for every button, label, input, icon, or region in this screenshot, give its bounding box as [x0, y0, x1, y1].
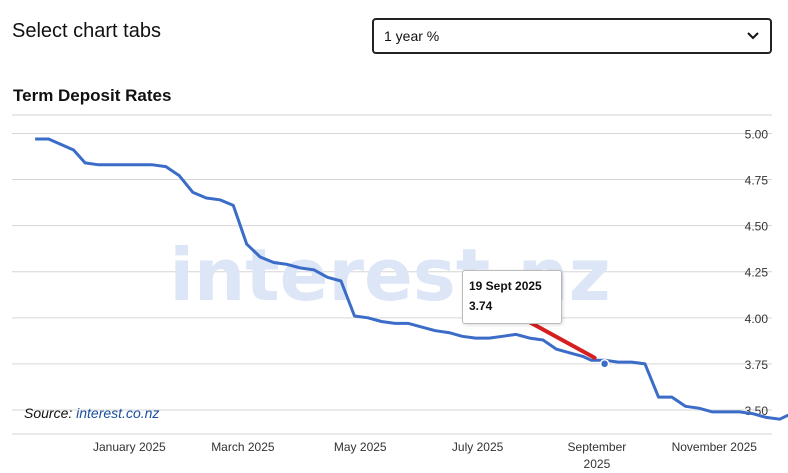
chevron-down-icon: [746, 29, 760, 43]
chart-period-selected-value: 1 year %: [384, 28, 440, 44]
x-tick-label: September 2025: [568, 440, 627, 471]
x-tick-label: November 2025: [672, 440, 758, 454]
y-tick-label: 4.50: [745, 220, 769, 234]
chart-title: Term Deposit Rates: [13, 86, 172, 105]
highlight-point: [599, 359, 610, 369]
select-chart-tabs-label: Select chart tabs: [12, 20, 161, 42]
source-note: Source: interest.co.nz: [24, 405, 159, 421]
x-tick-label: January 2025: [93, 440, 166, 454]
y-axis-ticks: 5.004.754.504.254.003.753.50: [745, 127, 769, 418]
tooltip-date: 19 Sept 2025: [469, 279, 542, 293]
y-tick-label: 4.25: [745, 266, 769, 280]
x-axis-ticks: January 2025 March 2025 May 2025 July 2025 S…: [93, 440, 757, 471]
tooltip-value: 3.74: [469, 299, 493, 313]
chart-period-select[interactable]: 1 year %: [372, 18, 772, 54]
y-tick-label: 5.00: [745, 127, 769, 141]
grid-lines: [12, 114, 772, 435]
hover-tooltip: 19 Sept 2025 3.74: [462, 270, 562, 324]
y-tick-label: 4.75: [745, 174, 769, 188]
y-tick-label: 4.00: [745, 312, 769, 326]
x-tick-label: May 2025: [334, 440, 387, 454]
series-layer: [35, 137, 788, 421]
series-line: [35, 137, 788, 421]
y-tick-label: 3.75: [745, 358, 769, 372]
x-tick-label: July 2025: [452, 440, 504, 454]
source-link[interactable]: interest.co.nz: [76, 405, 160, 421]
source-prefix: Source:: [24, 405, 77, 421]
x-tick-label: March 2025: [211, 440, 275, 454]
